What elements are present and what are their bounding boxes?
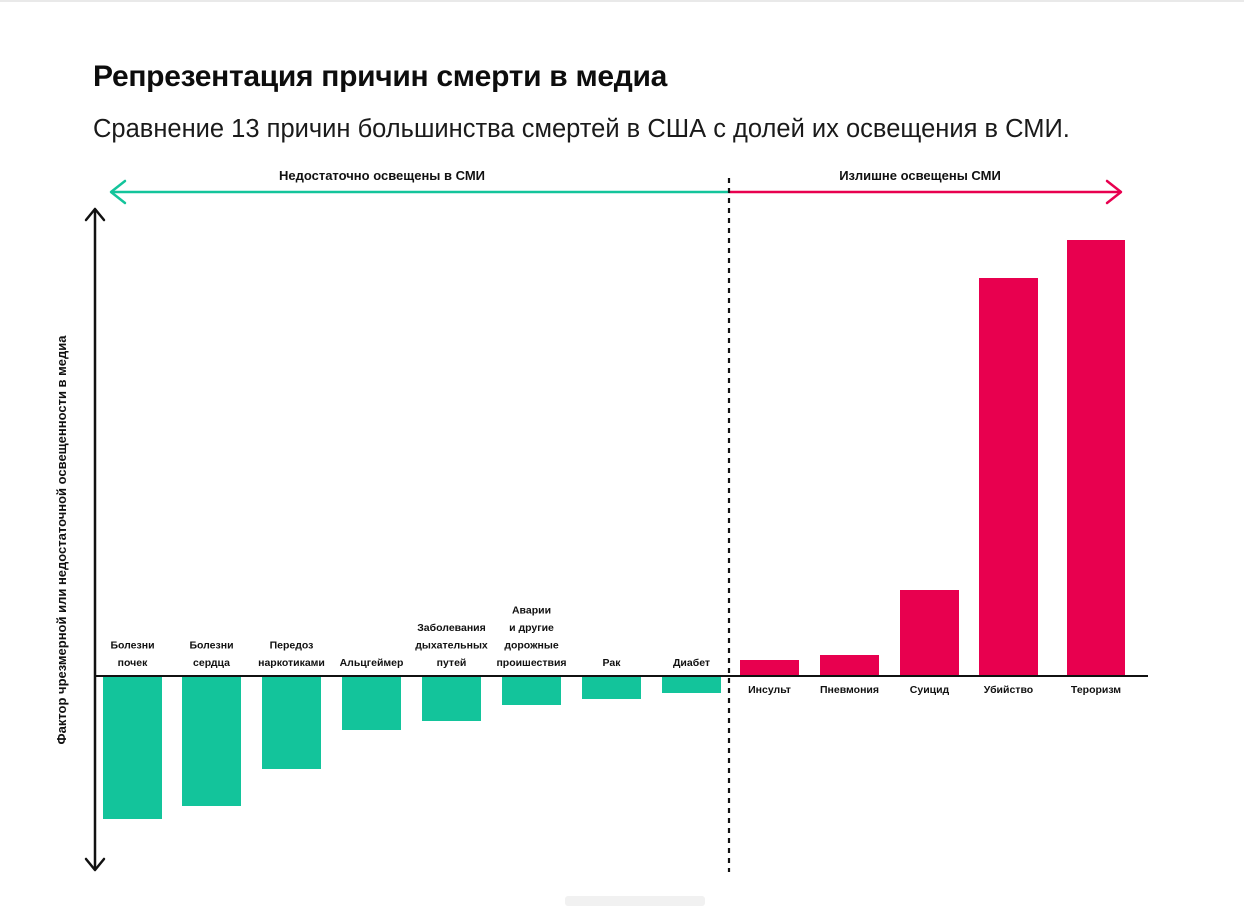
category-label-line: наркотиками: [258, 657, 325, 669]
bar-12: [979, 278, 1038, 676]
category-label-line: Суицид: [910, 684, 950, 696]
category-label-line: сердца: [193, 657, 230, 669]
category-label-line: Аварии: [512, 605, 551, 617]
category-label-line: и другие: [509, 622, 554, 634]
under-coverage-arrow-icon: [109, 179, 127, 205]
category-label-5: Заболевания дыхательных путей: [415, 622, 488, 669]
bar-10: [820, 655, 879, 676]
chart-subtitle: Сравнение 13 причин большинства смертей …: [93, 115, 1070, 143]
category-label-3: Передоз наркотиками: [258, 640, 325, 670]
y-axis-arrow-up-icon: [84, 207, 106, 222]
category-label-line: Болезни: [189, 640, 233, 652]
category-label-1: Болезни почек: [110, 640, 154, 670]
category-label-line: путей: [437, 657, 467, 669]
region-label-over: Излишне освещены СМИ: [839, 168, 1001, 183]
category-label-line: Рак: [603, 657, 622, 669]
y-axis-label: Фактор чрезмерной или недостаточной осве…: [54, 335, 69, 745]
category-label-line: Убийство: [984, 684, 1033, 696]
category-label-line: Болезни: [110, 640, 154, 652]
bar-6: [502, 676, 561, 705]
category-label-2: Болезни сердца: [189, 640, 233, 670]
category-label-line: Тероризм: [1071, 684, 1121, 696]
category-label-11: Суицид: [910, 684, 950, 696]
category-label-line: Передоз: [270, 640, 314, 652]
bar-3: [262, 676, 321, 769]
y-axis-arrow-down-icon: [84, 857, 106, 872]
category-label-7: Рак: [603, 657, 622, 669]
bar-5: [422, 676, 481, 721]
bar-1: [103, 676, 162, 819]
bar-4: [342, 676, 401, 730]
category-label-9: Инсульт: [748, 684, 791, 696]
bar-7: [582, 676, 641, 699]
chart-title: Репрезентация причин смерти в медиа: [93, 60, 667, 93]
bar-2: [182, 676, 241, 806]
category-label-line: Заболевания: [417, 622, 486, 634]
category-label-12: Убийство: [984, 684, 1033, 696]
category-label-line: Диабет: [673, 657, 710, 669]
region-label-under: Недостаточно освещены в СМИ: [279, 168, 485, 183]
bar-13: [1067, 240, 1125, 676]
over-coverage-arrow-icon: [1105, 179, 1123, 205]
category-label-line: почек: [118, 657, 148, 669]
category-label-line: Инсульт: [748, 684, 791, 696]
category-label-line: Альцгеймер: [340, 657, 404, 669]
category-label-line: Пневмония: [820, 684, 879, 696]
category-label-10: Пневмония: [820, 684, 879, 696]
top-border: [0, 0, 1244, 2]
category-label-4: Альцгеймер: [340, 657, 404, 669]
category-label-8: Диабет: [673, 657, 710, 669]
category-label-line: проишествия: [496, 657, 566, 669]
bar-9: [740, 660, 799, 676]
bar-11: [900, 590, 959, 676]
category-label-13: Тероризм: [1071, 684, 1121, 696]
category-label-line: дорожные: [504, 640, 559, 652]
bottom-decoration: [565, 896, 705, 906]
bar-8: [662, 676, 721, 693]
category-label-line: дыхательных: [415, 640, 488, 652]
category-label-6: Аварии и другие дорожные проишествия: [496, 605, 566, 670]
